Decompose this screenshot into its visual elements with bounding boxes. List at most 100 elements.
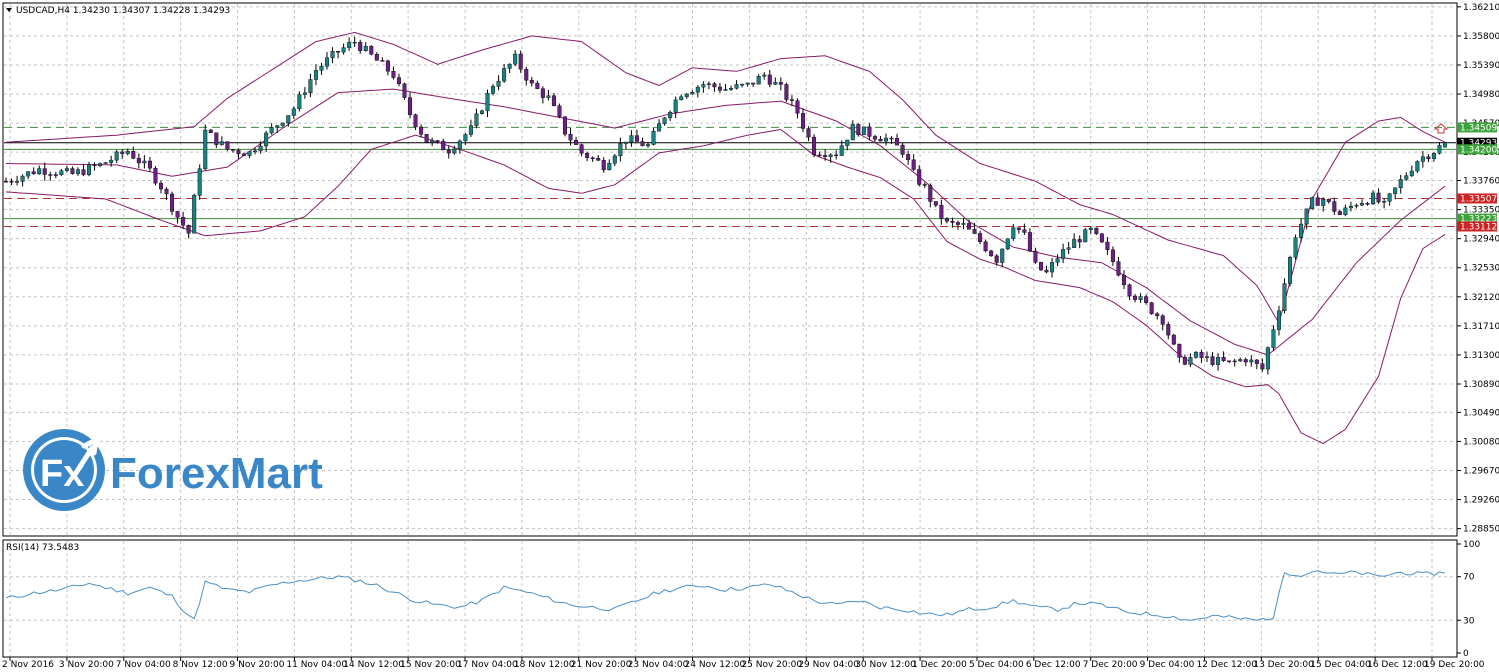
- time-tick-label: 14 Nov 12:00: [343, 660, 404, 670]
- candle: [834, 150, 839, 160]
- candle: [784, 82, 789, 103]
- candle: [75, 167, 80, 176]
- candle: [92, 162, 97, 171]
- candle: [1409, 165, 1414, 178]
- candlesticks: [3, 36, 1447, 375]
- level-tag-label: 1.34200: [1460, 145, 1497, 155]
- candle: [634, 129, 639, 142]
- candle: [457, 139, 462, 154]
- candle: [623, 141, 628, 149]
- candle: [585, 151, 590, 162]
- rsi-tick-label: 0: [1463, 649, 1469, 659]
- candle: [1376, 188, 1381, 204]
- level-tag-label: 1.34293: [1460, 139, 1497, 149]
- candle: [385, 59, 390, 76]
- candle: [1138, 293, 1143, 303]
- candle: [70, 166, 75, 175]
- candle: [1160, 314, 1165, 331]
- candle: [900, 143, 905, 158]
- candle: [1149, 301, 1154, 315]
- candle: [762, 72, 767, 80]
- candle: [131, 146, 136, 160]
- time-tick-label: 29 Nov 04:00: [798, 660, 859, 670]
- candle: [983, 239, 988, 253]
- candle: [955, 220, 960, 230]
- candle: [1088, 226, 1093, 234]
- candle: [1304, 208, 1309, 230]
- candle: [48, 171, 53, 181]
- candle: [1216, 353, 1221, 371]
- candle: [1365, 201, 1370, 206]
- level-tag: [1457, 122, 1497, 133]
- level-tag-label: 1.34509: [1460, 123, 1497, 133]
- candle: [729, 85, 734, 91]
- candle: [1005, 238, 1010, 251]
- candle: [9, 178, 14, 185]
- candle: [1382, 198, 1387, 209]
- candle: [402, 82, 407, 100]
- candle: [723, 83, 728, 91]
- candle: [435, 139, 440, 144]
- candle: [917, 165, 922, 187]
- candle: [524, 66, 529, 86]
- candle: [336, 50, 341, 59]
- candle: [1121, 270, 1126, 290]
- candle: [1227, 360, 1232, 364]
- candle: [734, 80, 739, 90]
- candle: [618, 137, 623, 162]
- candle: [325, 52, 330, 70]
- price-pane[interactable]: USDCAD,H4 1.34230 1.34307 1.34228 1.3429…: [2, 2, 1458, 537]
- candle: [1027, 228, 1032, 252]
- candle: [136, 153, 141, 169]
- candle: [197, 164, 202, 200]
- candle: [557, 103, 562, 119]
- candle: [967, 219, 972, 230]
- candle: [911, 154, 916, 171]
- candle: [347, 37, 352, 51]
- candle: [20, 174, 25, 187]
- level-tag: [1457, 144, 1497, 155]
- candle: [103, 162, 108, 164]
- candle: [452, 145, 457, 155]
- candle: [795, 98, 800, 119]
- rsi-tick-label: 70: [1463, 573, 1475, 583]
- candle: [502, 63, 507, 83]
- candle: [1387, 192, 1392, 206]
- time-tick-label: 12 Dec 12:00: [1196, 660, 1257, 670]
- candle: [170, 191, 175, 216]
- candle: [258, 141, 263, 154]
- rsi-pane[interactable]: RSI(14) 73.5483: [2, 539, 1458, 658]
- candle: [219, 136, 224, 146]
- candle: [147, 156, 152, 172]
- candle: [297, 91, 302, 112]
- candle: [330, 47, 335, 64]
- candle: [884, 133, 889, 146]
- horizontal-levels: [4, 126, 1456, 227]
- candle: [994, 254, 999, 266]
- candle: [507, 63, 512, 73]
- level-tag-label: 1.33112: [1460, 222, 1497, 232]
- candle: [1094, 227, 1099, 236]
- candle: [1033, 247, 1038, 264]
- price-tick-label: 1.32940: [1463, 235, 1499, 245]
- time-tick-label: 11 Nov 04:00: [286, 660, 347, 670]
- candle: [408, 91, 413, 119]
- time-tick-label: 9 Nov 20:00: [230, 660, 285, 670]
- time-tick-label: 13 Dec 20:00: [1253, 660, 1314, 670]
- candle: [690, 90, 695, 95]
- candle: [59, 168, 64, 176]
- candle: [1271, 325, 1276, 352]
- candle: [1199, 349, 1204, 363]
- candle: [939, 199, 944, 225]
- time-tick-label: 24 Nov 12:00: [685, 660, 746, 670]
- candle: [319, 62, 324, 75]
- time-tick-label: 9 Dec 04:00: [1140, 660, 1195, 670]
- candle: [1282, 278, 1287, 314]
- time-tick-label: 18 Nov 12:00: [514, 660, 575, 670]
- time-tick-label: 25 Nov 20:00: [741, 660, 802, 670]
- candle: [812, 134, 817, 158]
- price-tick-label: 1.32120: [1463, 293, 1499, 303]
- candle: [817, 151, 822, 157]
- candle: [950, 217, 955, 228]
